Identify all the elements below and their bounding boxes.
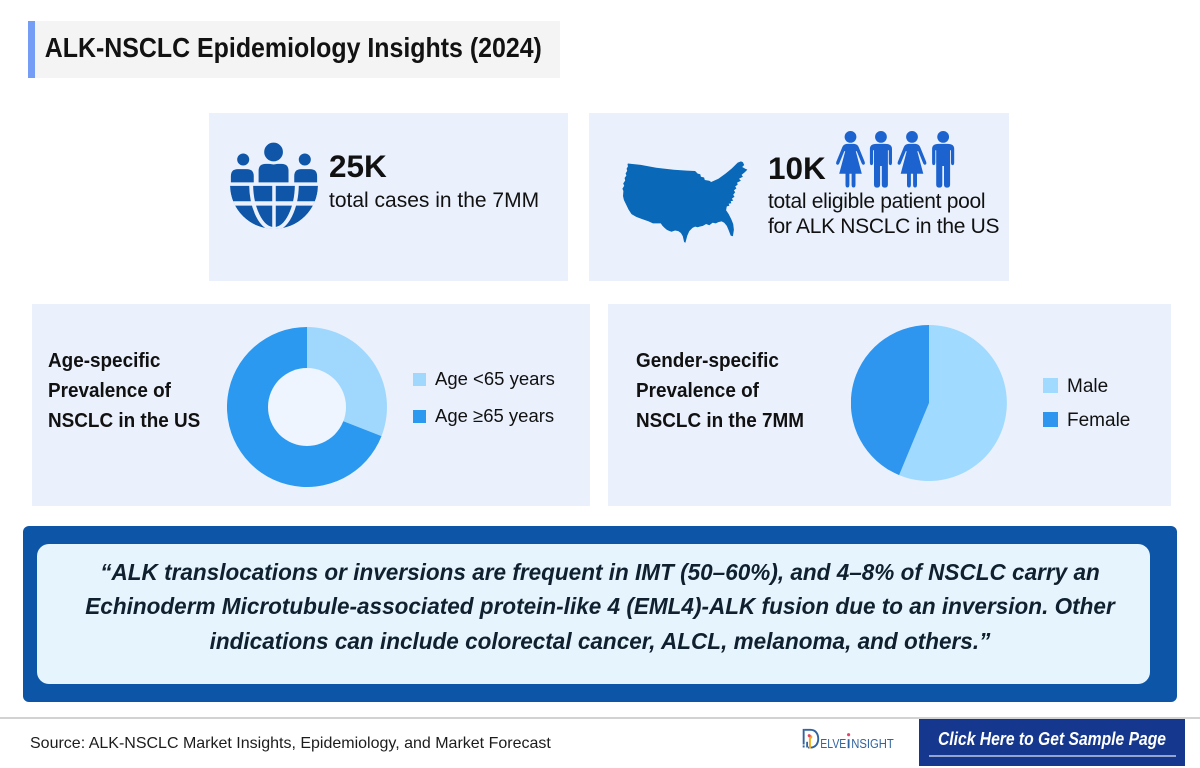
svg-text:NSIGHT: NSIGHT (851, 736, 894, 751)
svg-text:ELVE: ELVE (820, 736, 846, 751)
